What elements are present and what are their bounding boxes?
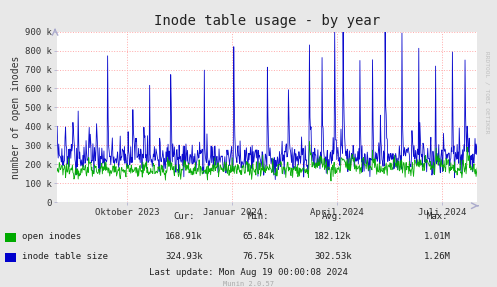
Text: Cur:: Cur: bbox=[173, 212, 195, 221]
Text: 1.01M: 1.01M bbox=[424, 232, 451, 241]
Text: open inodes: open inodes bbox=[22, 232, 82, 241]
Y-axis label: number of open inodes: number of open inodes bbox=[10, 55, 20, 179]
Text: Min:: Min: bbox=[248, 212, 269, 221]
Text: 65.84k: 65.84k bbox=[243, 232, 274, 241]
Text: inode table size: inode table size bbox=[22, 252, 108, 261]
Text: 76.75k: 76.75k bbox=[243, 252, 274, 261]
Text: 302.53k: 302.53k bbox=[314, 252, 352, 261]
Text: 182.12k: 182.12k bbox=[314, 232, 352, 241]
Text: 168.91k: 168.91k bbox=[165, 232, 203, 241]
Text: Max:: Max: bbox=[426, 212, 448, 221]
Text: Avg:: Avg: bbox=[322, 212, 344, 221]
Text: 1.26M: 1.26M bbox=[424, 252, 451, 261]
Text: Munin 2.0.57: Munin 2.0.57 bbox=[223, 281, 274, 286]
Text: RRDTOOL / TOBI OETIKER: RRDTOOL / TOBI OETIKER bbox=[485, 51, 490, 133]
Text: 324.93k: 324.93k bbox=[165, 252, 203, 261]
Title: Inode table usage - by year: Inode table usage - by year bbox=[154, 13, 380, 28]
Text: Last update: Mon Aug 19 00:00:08 2024: Last update: Mon Aug 19 00:00:08 2024 bbox=[149, 267, 348, 277]
